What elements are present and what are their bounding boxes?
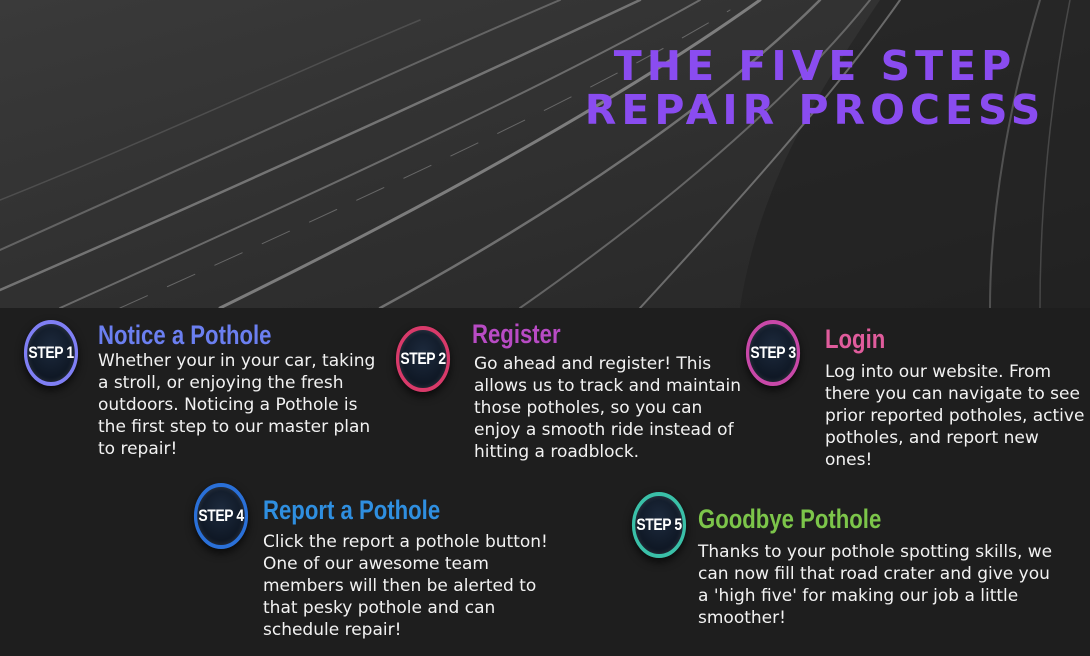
step-2-badge: STEP 2 <box>395 326 451 392</box>
steps-section: STEP 1 Notice a Pothole Whether your in … <box>0 308 1090 656</box>
step-1-title: Notice a Pothole <box>98 320 272 350</box>
step-1-description: Whether your in your car, taking a strol… <box>98 351 376 459</box>
step-2-title: Register <box>472 319 561 349</box>
step-4-badge: STEP 4 <box>193 483 249 549</box>
step-1-badge: STEP 1 <box>23 320 79 386</box>
step-3-badge-label: STEP 3 <box>750 343 796 362</box>
step-3-description: Log into our website. From there you can… <box>825 362 1085 470</box>
step-5-title: Goodbye Pothole <box>698 504 882 534</box>
step-2-description: Go ahead and register! This allows us to… <box>474 354 742 462</box>
step-2-badge-label: STEP 2 <box>400 349 446 368</box>
road-background-image <box>0 0 1090 308</box>
step-5-badge: STEP 5 <box>631 492 687 558</box>
hero-title: THE FIVE STEP REPAIR PROCESS <box>560 44 1070 132</box>
hero-banner: THE FIVE STEP REPAIR PROCESS <box>0 0 1090 308</box>
step-3-title: Login <box>825 324 886 354</box>
step-5-badge-label: STEP 5 <box>636 515 682 534</box>
step-1-badge-label: STEP 1 <box>28 343 74 362</box>
step-5-description: Thanks to your pothole spotting skills, … <box>698 542 1053 628</box>
step-4-description: Click the report a pothole button! One o… <box>263 532 548 640</box>
step-4-badge-label: STEP 4 <box>198 506 244 525</box>
hero-title-line-1: THE FIVE STEP <box>613 42 1017 90</box>
hero-title-line-2: REPAIR PROCESS <box>584 86 1046 134</box>
step-3-badge: STEP 3 <box>745 320 801 386</box>
step-4-title: Report a Pothole <box>263 495 441 525</box>
